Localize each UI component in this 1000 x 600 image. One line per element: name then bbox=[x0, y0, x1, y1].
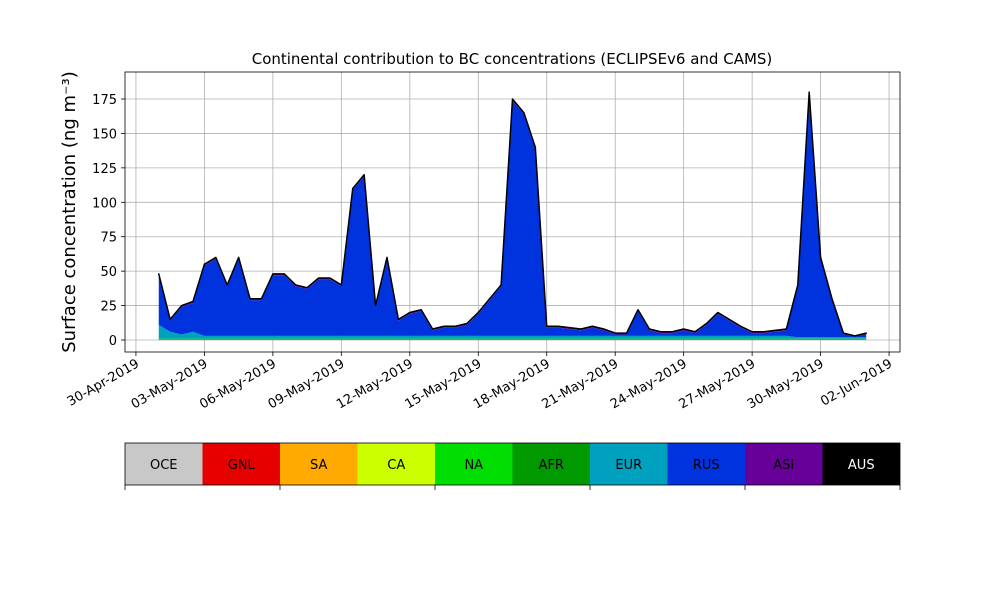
legend-label: ASI bbox=[773, 458, 794, 473]
area bbox=[158, 93, 867, 338]
colorbar-ticks bbox=[124, 485, 901, 490]
y-tick-label: 100 bbox=[92, 196, 117, 211]
legend-label: AUS bbox=[848, 458, 875, 473]
y-tick-label: 175 bbox=[92, 93, 117, 108]
axes-frame bbox=[124, 71, 901, 353]
y-tick-label: 150 bbox=[92, 127, 117, 142]
legend-label: AFR bbox=[539, 458, 564, 473]
legend-label: NA bbox=[464, 458, 483, 473]
area bbox=[158, 338, 867, 341]
y-tick-label: 50 bbox=[100, 265, 117, 280]
legend-swatch bbox=[125, 443, 203, 485]
area bbox=[158, 324, 867, 339]
colorbar-frame bbox=[124, 442, 901, 486]
y-tick-label: 75 bbox=[100, 231, 117, 246]
legend-swatch bbox=[202, 443, 280, 485]
y-axis-label: Surface concentration (ng m⁻³) bbox=[59, 71, 80, 353]
legend-label: CA bbox=[387, 458, 405, 473]
legend-label: OCE bbox=[150, 458, 178, 473]
legend-label: EUR bbox=[615, 458, 642, 473]
legend-swatch bbox=[512, 443, 590, 485]
legend-swatch bbox=[280, 443, 358, 485]
y-tick-label: 25 bbox=[100, 300, 117, 315]
legend-swatch bbox=[435, 443, 513, 485]
legend-label: SA bbox=[310, 458, 327, 473]
legend-swatch bbox=[745, 443, 823, 485]
legend-swatch bbox=[590, 443, 668, 485]
legend-label: GNL bbox=[228, 458, 256, 473]
legend-swatch bbox=[822, 443, 900, 485]
area bbox=[158, 91, 867, 337]
chart-title: Continental contribution to BC concentra… bbox=[252, 50, 773, 68]
legend-label: RUS bbox=[693, 458, 720, 473]
legend-swatch bbox=[667, 443, 745, 485]
colorbar: OCE GNL SA CA NA AFR EUR RUS ASI AUS bbox=[125, 443, 900, 485]
y-tick-label: 0 bbox=[109, 334, 117, 349]
legend-swatch bbox=[357, 443, 435, 485]
y-tick-label: 125 bbox=[92, 162, 117, 177]
